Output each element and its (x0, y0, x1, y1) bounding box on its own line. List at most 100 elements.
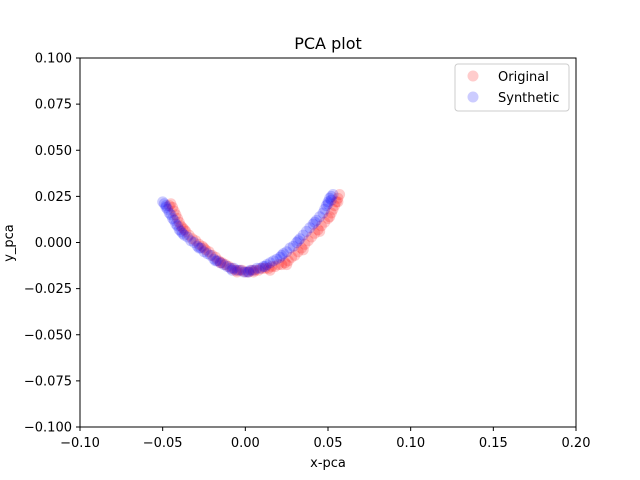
legend: Original Synthetic (454, 63, 570, 112)
scatter-point-original (198, 242, 210, 254)
scatter-point-original (196, 240, 208, 252)
y-tick-label: 0.025 (35, 190, 72, 205)
scatter-point-original (210, 251, 222, 263)
scatter-point-synthetic (172, 220, 183, 232)
scatter-point-synthetic (195, 242, 207, 254)
scatter-point-original (220, 259, 231, 271)
scatter-point-original (306, 231, 317, 243)
x-tick-label: 0.20 (562, 436, 591, 451)
scatter-point-synthetic (276, 249, 288, 261)
scatter-point-synthetic (193, 242, 205, 254)
y-tick-label: 0.050 (35, 144, 72, 159)
y-tick-label: 0.100 (35, 52, 72, 67)
scatter-point-synthetic (322, 196, 334, 208)
scatter-point-original (239, 266, 251, 278)
scatter-point-original (324, 211, 336, 223)
scatter-point-synthetic (238, 266, 250, 278)
scatter-point-synthetic (325, 190, 337, 202)
scatter-point-original (186, 233, 198, 245)
x-tick-label: 0.10 (396, 436, 425, 451)
scatter-point-original (170, 209, 182, 221)
scatter-point-synthetic (324, 192, 336, 204)
scatter-point-original (215, 257, 226, 269)
scatter-point-synthetic (178, 229, 190, 241)
plot-area-frame (79, 57, 577, 428)
scatter-point-synthetic (225, 262, 236, 274)
scatter-point-synthetic (287, 240, 299, 252)
scatter-point-original (263, 262, 274, 274)
scatter-point-original (312, 224, 324, 236)
x-axis: −0.10 −0.05 0.00 0.05 0.10 0.15 0.20 (60, 427, 590, 451)
scatter-point-original (223, 261, 235, 272)
scatter-point-synthetic (173, 224, 185, 236)
legend-marker-original (467, 70, 479, 82)
scatter-point-original (332, 196, 344, 208)
scatter-point-synthetic (205, 249, 217, 261)
scatter-point-original (248, 266, 260, 278)
scatter-point-original (292, 246, 304, 258)
scatter-point-synthetic (198, 246, 210, 258)
y-tick-label: −0.050 (24, 328, 72, 343)
scatter-point-original (264, 264, 276, 276)
scatter-point-synthetic (314, 211, 326, 223)
scatter-point-original (322, 213, 334, 224)
scatter-point-synthetic (191, 240, 203, 252)
scatter-point-original (259, 262, 271, 274)
y-tick-label: 0.000 (35, 236, 72, 251)
scatter-point-original (203, 246, 215, 258)
scatter-point-synthetic (325, 194, 337, 206)
x-tick-label: −0.05 (143, 436, 183, 451)
scatter-point-synthetic (304, 222, 316, 234)
scatter-point-synthetic (168, 214, 180, 226)
scatter-point-synthetic (281, 246, 293, 258)
scatter-point-synthetic (160, 200, 172, 212)
scatter-point-synthetic (218, 259, 230, 271)
scatter-point-original (272, 259, 284, 271)
scatter-point-synthetic (307, 218, 319, 230)
scatter-point-original (330, 196, 342, 208)
scatter-point-original (243, 266, 255, 278)
scatter-point-original (190, 235, 202, 247)
scatter-point-original (319, 216, 331, 228)
scatter-point-original (279, 257, 291, 269)
scatter-point-original (173, 216, 185, 228)
scatter-point-original (302, 235, 314, 247)
scatter-point-synthetic (317, 207, 329, 219)
scatter-point-original (296, 242, 307, 254)
x-tick-label: −0.10 (60, 436, 100, 451)
scatter-point-original (183, 229, 195, 241)
series-synthetic (157, 189, 339, 278)
scatter-point-synthetic (208, 253, 220, 265)
scatter-point-original (213, 255, 225, 267)
scatter-point-synthetic (157, 196, 169, 208)
scatter-point-original (289, 249, 301, 261)
scatter-point-original (269, 261, 281, 272)
scatter-point-synthetic (244, 264, 256, 276)
scatter-point-original (253, 264, 265, 276)
scatter-point-synthetic (158, 198, 170, 210)
scatter-point-synthetic (251, 262, 263, 274)
x-tick-label: 0.00 (231, 436, 260, 451)
scatter-point-synthetic (292, 235, 304, 247)
scatter-point-synthetic (221, 261, 233, 272)
scatter-point-synthetic (210, 255, 222, 267)
scatter-point-original (177, 222, 188, 234)
y-tick-label: −0.025 (24, 282, 72, 297)
scatter-point-synthetic (241, 266, 253, 278)
scatter-point-synthetic (165, 209, 177, 221)
scatter-point-original (297, 244, 309, 256)
legend-label-synthetic: Synthetic (498, 91, 559, 106)
scatter-point-original (246, 264, 258, 276)
scatter-point-original (249, 264, 261, 276)
scatter-point-synthetic (261, 259, 273, 271)
y-tick-label: −0.100 (24, 421, 72, 436)
scatter-point-synthetic (264, 257, 276, 269)
y-tick-label: −0.075 (24, 374, 72, 389)
scatter-point-synthetic (182, 231, 193, 243)
scatter-point-synthetic (248, 264, 260, 276)
scatter-point-original (226, 262, 238, 274)
scatter-point-original (281, 259, 293, 271)
scatter-point-synthetic (301, 225, 312, 237)
scatter-point-synthetic (201, 248, 213, 260)
scatter-point-original (206, 249, 218, 261)
